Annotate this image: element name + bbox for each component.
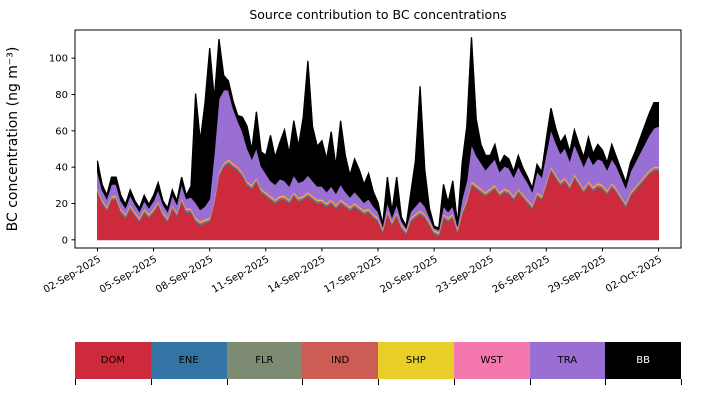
y-tick-label: 60 xyxy=(55,126,68,137)
x-tick-label: 17-Sep-2025 xyxy=(322,254,383,296)
legend-item-ind: IND xyxy=(302,342,378,379)
legend: DOM ENE FLR IND SHP WST TRA BB xyxy=(75,342,681,379)
y-axis-label: BC concentration (ng m⁻³) xyxy=(5,47,21,232)
y-tick-label: 20 xyxy=(55,199,68,210)
legend-item-bb: BB xyxy=(605,342,681,379)
legend-label-ene: ENE xyxy=(178,355,199,366)
x-tick-label: 05-Sep-2025 xyxy=(98,254,159,296)
chart-title: Source contribution to BC concentrations xyxy=(249,7,506,22)
legend-label-dom: DOM xyxy=(100,355,125,366)
legend-tick xyxy=(681,379,682,385)
x-tick-label: 02-Oct-2025 xyxy=(604,254,664,295)
legend-label-ind: IND xyxy=(331,355,350,366)
legend-item-dom: DOM xyxy=(75,342,151,379)
legend-tick xyxy=(378,379,379,385)
y-tick-label: 80 xyxy=(55,90,68,101)
legend-item-wst: WST xyxy=(453,342,530,379)
legend-tick xyxy=(226,379,228,385)
legend-item-ene: ENE xyxy=(150,342,227,379)
x-tick-label: 14-Sep-2025 xyxy=(266,254,327,296)
legend-item-flr: FLR xyxy=(226,342,303,379)
legend-label-tra: TRA xyxy=(557,355,578,366)
x-tick-label: 20-Sep-2025 xyxy=(378,254,439,296)
legend-label-shp: SHP xyxy=(405,355,426,366)
x-tick-label: 08-Sep-2025 xyxy=(154,254,215,296)
x-tick-label: 02-Sep-2025 xyxy=(42,254,103,296)
legend-label-flr: FLR xyxy=(255,355,274,366)
x-tick-label: 29-Sep-2025 xyxy=(547,254,608,296)
legend-tick xyxy=(302,379,304,385)
bc-stacked-area-chart: Source contribution to BC concentrations… xyxy=(5,7,682,296)
legend-label-bb: BB xyxy=(636,355,650,366)
legend-label-wst: WST xyxy=(480,355,503,366)
legend-tick xyxy=(605,379,607,385)
legend-tick xyxy=(75,379,76,385)
legend-tick xyxy=(453,379,455,385)
legend-axis-ticks xyxy=(75,379,682,387)
y-tick-label: 40 xyxy=(55,163,68,174)
stacked-areas xyxy=(96,37,659,241)
legend-item-shp: SHP xyxy=(378,342,454,379)
legend-tick xyxy=(150,379,152,385)
legend-tick xyxy=(529,379,531,385)
x-tick-label: 11-Sep-2025 xyxy=(210,254,271,296)
y-tick-label: 0 xyxy=(62,235,68,246)
x-tick-label: 23-Sep-2025 xyxy=(435,254,496,296)
total-outline xyxy=(96,37,659,229)
legend-item-tra: TRA xyxy=(529,342,606,379)
y-tick-label: 100 xyxy=(49,54,68,65)
x-tick-label: 26-Sep-2025 xyxy=(491,254,552,296)
